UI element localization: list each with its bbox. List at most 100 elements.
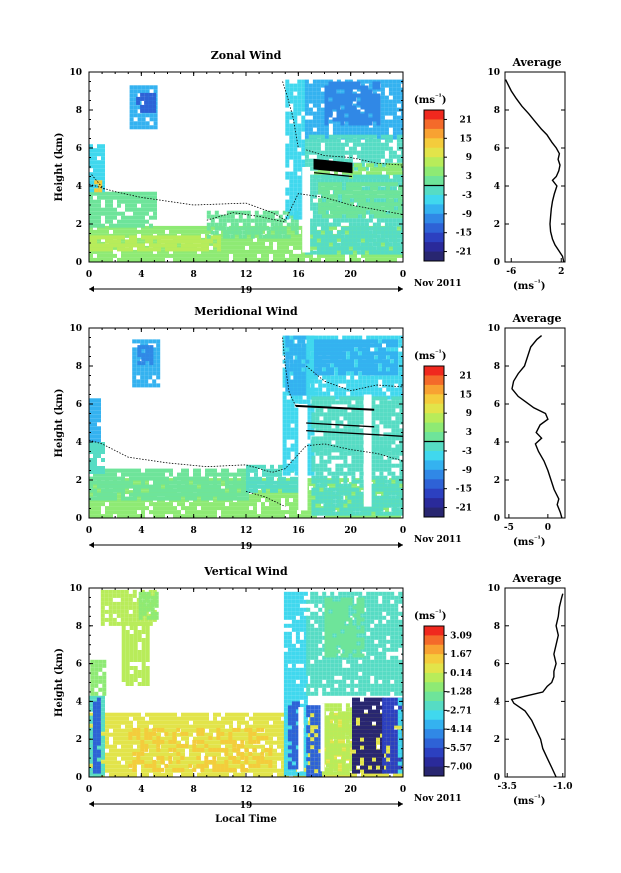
heatmap-cell [144, 100, 149, 105]
heatmap-cell [332, 250, 337, 255]
heatmap-cell [361, 253, 365, 258]
heatmap-cell [323, 396, 328, 401]
heatmap-cell [382, 355, 386, 360]
heatmap-cell [297, 375, 302, 380]
heatmap-cell [352, 123, 357, 128]
heatmap-cell [334, 198, 338, 203]
heatmap-cell [293, 119, 298, 124]
heatmap-cell [294, 451, 299, 456]
heatmap-cell [153, 506, 157, 511]
heatmap-cell [189, 488, 193, 493]
heatmap-cell [376, 117, 381, 122]
heatmap-cell [335, 400, 340, 405]
heatmap-cell [161, 476, 165, 481]
heatmap-cell [316, 123, 321, 128]
heatmap-cell [340, 178, 345, 183]
heatmap-cell [392, 111, 397, 116]
heatmap-cell [380, 107, 385, 112]
heatmap-cell [322, 359, 326, 364]
heatmap-cell [334, 395, 339, 400]
heatmap-field [89, 79, 403, 262]
heatmap-cell [245, 253, 249, 258]
heatmap-cell [362, 182, 366, 187]
heatmap-cell [197, 480, 201, 485]
heatmap-cell [229, 472, 233, 477]
heatmap-cell [121, 247, 125, 252]
heatmap-cell [89, 494, 93, 499]
heatmap-cell [89, 235, 93, 240]
heatmap-cell [388, 111, 393, 116]
heatmap-cell [165, 480, 169, 485]
heatmap-cell [308, 146, 313, 151]
heatmap-cell [286, 455, 291, 460]
heatmap-cell [93, 430, 97, 435]
heatmap-cell [149, 243, 153, 248]
heatmap-cell [140, 92, 145, 97]
heatmap-cell [197, 510, 201, 515]
heatmap-cell [376, 81, 381, 86]
heatmap-cell [185, 476, 189, 481]
heatmap-cell [246, 218, 251, 223]
heatmap-cell [364, 146, 369, 151]
heatmap-cell [360, 178, 365, 183]
heatmap-cell [156, 355, 161, 360]
heatmap-cell [101, 514, 105, 518]
heatmap-cell [379, 396, 384, 401]
heatmap-cell [97, 229, 101, 234]
heatmap-cell [149, 472, 153, 477]
heatmap-cell [312, 218, 317, 223]
heatmap-cell [306, 419, 311, 424]
heatmap-cell [137, 195, 141, 200]
heatmap-cell [225, 510, 229, 515]
heatmap-cell [286, 484, 290, 489]
heatmap-cell [356, 109, 361, 114]
heatmap-cell [93, 446, 97, 450]
heatmap-cell [289, 123, 294, 128]
heatmap-cell [133, 229, 137, 234]
heatmap-cell [193, 514, 197, 518]
heatmap-cell [344, 246, 349, 251]
heatmap-cell [237, 245, 241, 250]
heatmap-cell [185, 229, 189, 234]
heatmap-cell [358, 167, 362, 172]
heatmap-cell [332, 222, 337, 227]
heatmap-cell [221, 492, 225, 497]
heatmap-cell [245, 241, 249, 246]
heatmap-cell [320, 250, 325, 255]
heatmap-cell [309, 233, 313, 238]
contour-line [306, 149, 403, 166]
heatmap-cell [262, 222, 267, 227]
heatmap-cell [364, 127, 369, 132]
heatmap-cell [386, 343, 390, 348]
heatmap-cell [289, 203, 294, 208]
heatmap-cell [153, 247, 157, 252]
heatmap-cell [322, 190, 326, 195]
heatmap-cell [213, 488, 217, 493]
heatmap-cell [336, 117, 341, 122]
heatmap-cell [378, 182, 382, 187]
x-tick-label: 0 [400, 270, 406, 280]
heatmap-cell [350, 367, 354, 372]
heatmap-cell [133, 506, 137, 511]
heatmap-cell [334, 202, 338, 207]
heatmap-cell [314, 379, 319, 384]
heatmap-cell [314, 343, 318, 348]
heatmap-cell [246, 468, 250, 473]
heatmap-cell [140, 363, 145, 368]
heatmap-cell [346, 171, 350, 176]
heatmap-cell [348, 178, 353, 183]
heatmap-cell [274, 480, 278, 485]
heatmap-cell [101, 247, 105, 252]
heatmap-cell [333, 257, 337, 262]
heatmap-cell [121, 191, 125, 196]
heatmap-cell [253, 241, 257, 246]
heatmap-cell [101, 148, 105, 153]
heatmap-cell [129, 203, 133, 208]
heatmap-cell [342, 194, 346, 199]
heatmap-cell [383, 400, 388, 405]
heatmap-cell [281, 249, 285, 254]
heatmap-cell [312, 131, 317, 136]
heatmap-cell [129, 229, 133, 234]
heatmap-cell [376, 250, 381, 255]
heatmap-cell [380, 115, 385, 120]
